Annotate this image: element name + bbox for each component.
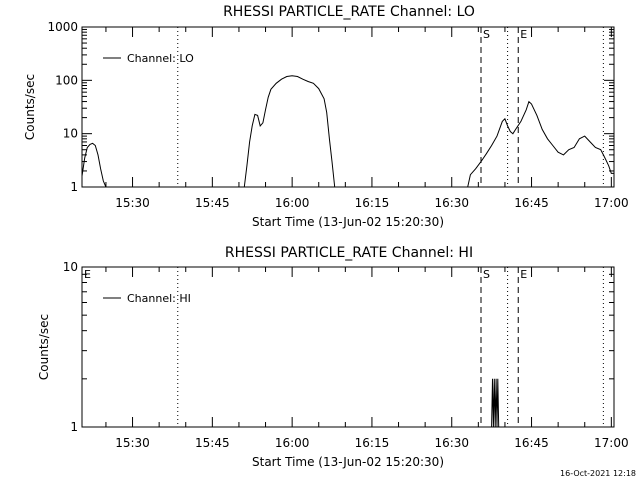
- chart-lo-title: RHESSI PARTICLE_RATE Channel: LO: [223, 4, 475, 20]
- event-line-label: E: [520, 28, 527, 41]
- y-tick-label: 1: [70, 180, 78, 194]
- chart-hi-legend-entry: Channel: HI: [127, 292, 191, 305]
- event-line-label: S: [483, 28, 490, 41]
- x-tick-label: 15:45: [195, 196, 230, 210]
- x-tick-label: 16:45: [514, 196, 549, 210]
- y-tick-label: 1: [70, 420, 78, 434]
- series-line: [81, 142, 107, 188]
- series-line: [243, 75, 336, 188]
- series-line: [467, 100, 614, 188]
- chart-lo: RHESSI PARTICLE_RATE Channel: LO Counts/…: [23, 4, 629, 229]
- x-tick-label: 15:30: [115, 196, 150, 210]
- x-tick-label: 16:00: [275, 436, 310, 450]
- event-line-label: S: [483, 268, 490, 281]
- x-tick-label: 16:30: [434, 196, 469, 210]
- x-tick-label: 16:30: [434, 436, 469, 450]
- x-tick-label: 16:00: [275, 196, 310, 210]
- series-line: [491, 378, 500, 428]
- chart-lo-series: [81, 75, 614, 188]
- chart-lo-legend: Channel: LO: [103, 52, 194, 65]
- chart-hi-title: RHESSI PARTICLE_RATE Channel: HI: [225, 245, 473, 261]
- chart-hi: RHESSI PARTICLE_RATE Channel: HI Counts/…: [37, 245, 629, 469]
- x-tick-label: 16:45: [514, 436, 549, 450]
- x-tick-label: 17:00: [594, 436, 629, 450]
- chart-hi-xticks: 15:30 15:45 16:00 16:15 16:30 16:45 17:00: [105, 267, 629, 450]
- chart-hi-series: [491, 378, 500, 428]
- chart-lo-ylabel: Counts/sec: [23, 74, 37, 140]
- chart-hi-legend: Channel: HI: [103, 292, 191, 305]
- y-tick-label: 10: [63, 260, 78, 274]
- x-tick-label: 15:45: [195, 436, 230, 450]
- x-tick-label: 16:15: [355, 436, 390, 450]
- x-tick-label: 15:30: [115, 436, 150, 450]
- y-tick-label: 1000: [47, 20, 78, 34]
- chart-hi-ylabel: Counts/sec: [37, 314, 51, 380]
- x-tick-label: 17:00: [594, 196, 629, 210]
- chart-lo-yticks: 1 10 100 1000: [47, 20, 614, 194]
- y-tick-label: 100: [55, 73, 78, 87]
- y-tick-label: 10: [63, 127, 78, 141]
- chart-lo-legend-entry: Channel: LO: [127, 52, 194, 65]
- x-tick-label: 16:15: [355, 196, 390, 210]
- event-line-label: E: [520, 268, 527, 281]
- event-line-label: E: [84, 268, 91, 281]
- chart-hi-plot-frame: [81, 266, 615, 428]
- chart-lo-xlabel: Start Time (13-Jun-02 15:20:30): [252, 215, 444, 229]
- footer-timestamp: 16-Oct-2021 12:18: [560, 469, 636, 478]
- chart-hi-xlabel: Start Time (13-Jun-02 15:20:30): [252, 455, 444, 469]
- chart-lo-plot-frame: [81, 26, 615, 188]
- chart-lo-xticks: 15:30 15:45 16:00 16:15 16:30 16:45 17:00: [105, 27, 629, 210]
- chart-hi-yticks: 1 10: [63, 260, 614, 434]
